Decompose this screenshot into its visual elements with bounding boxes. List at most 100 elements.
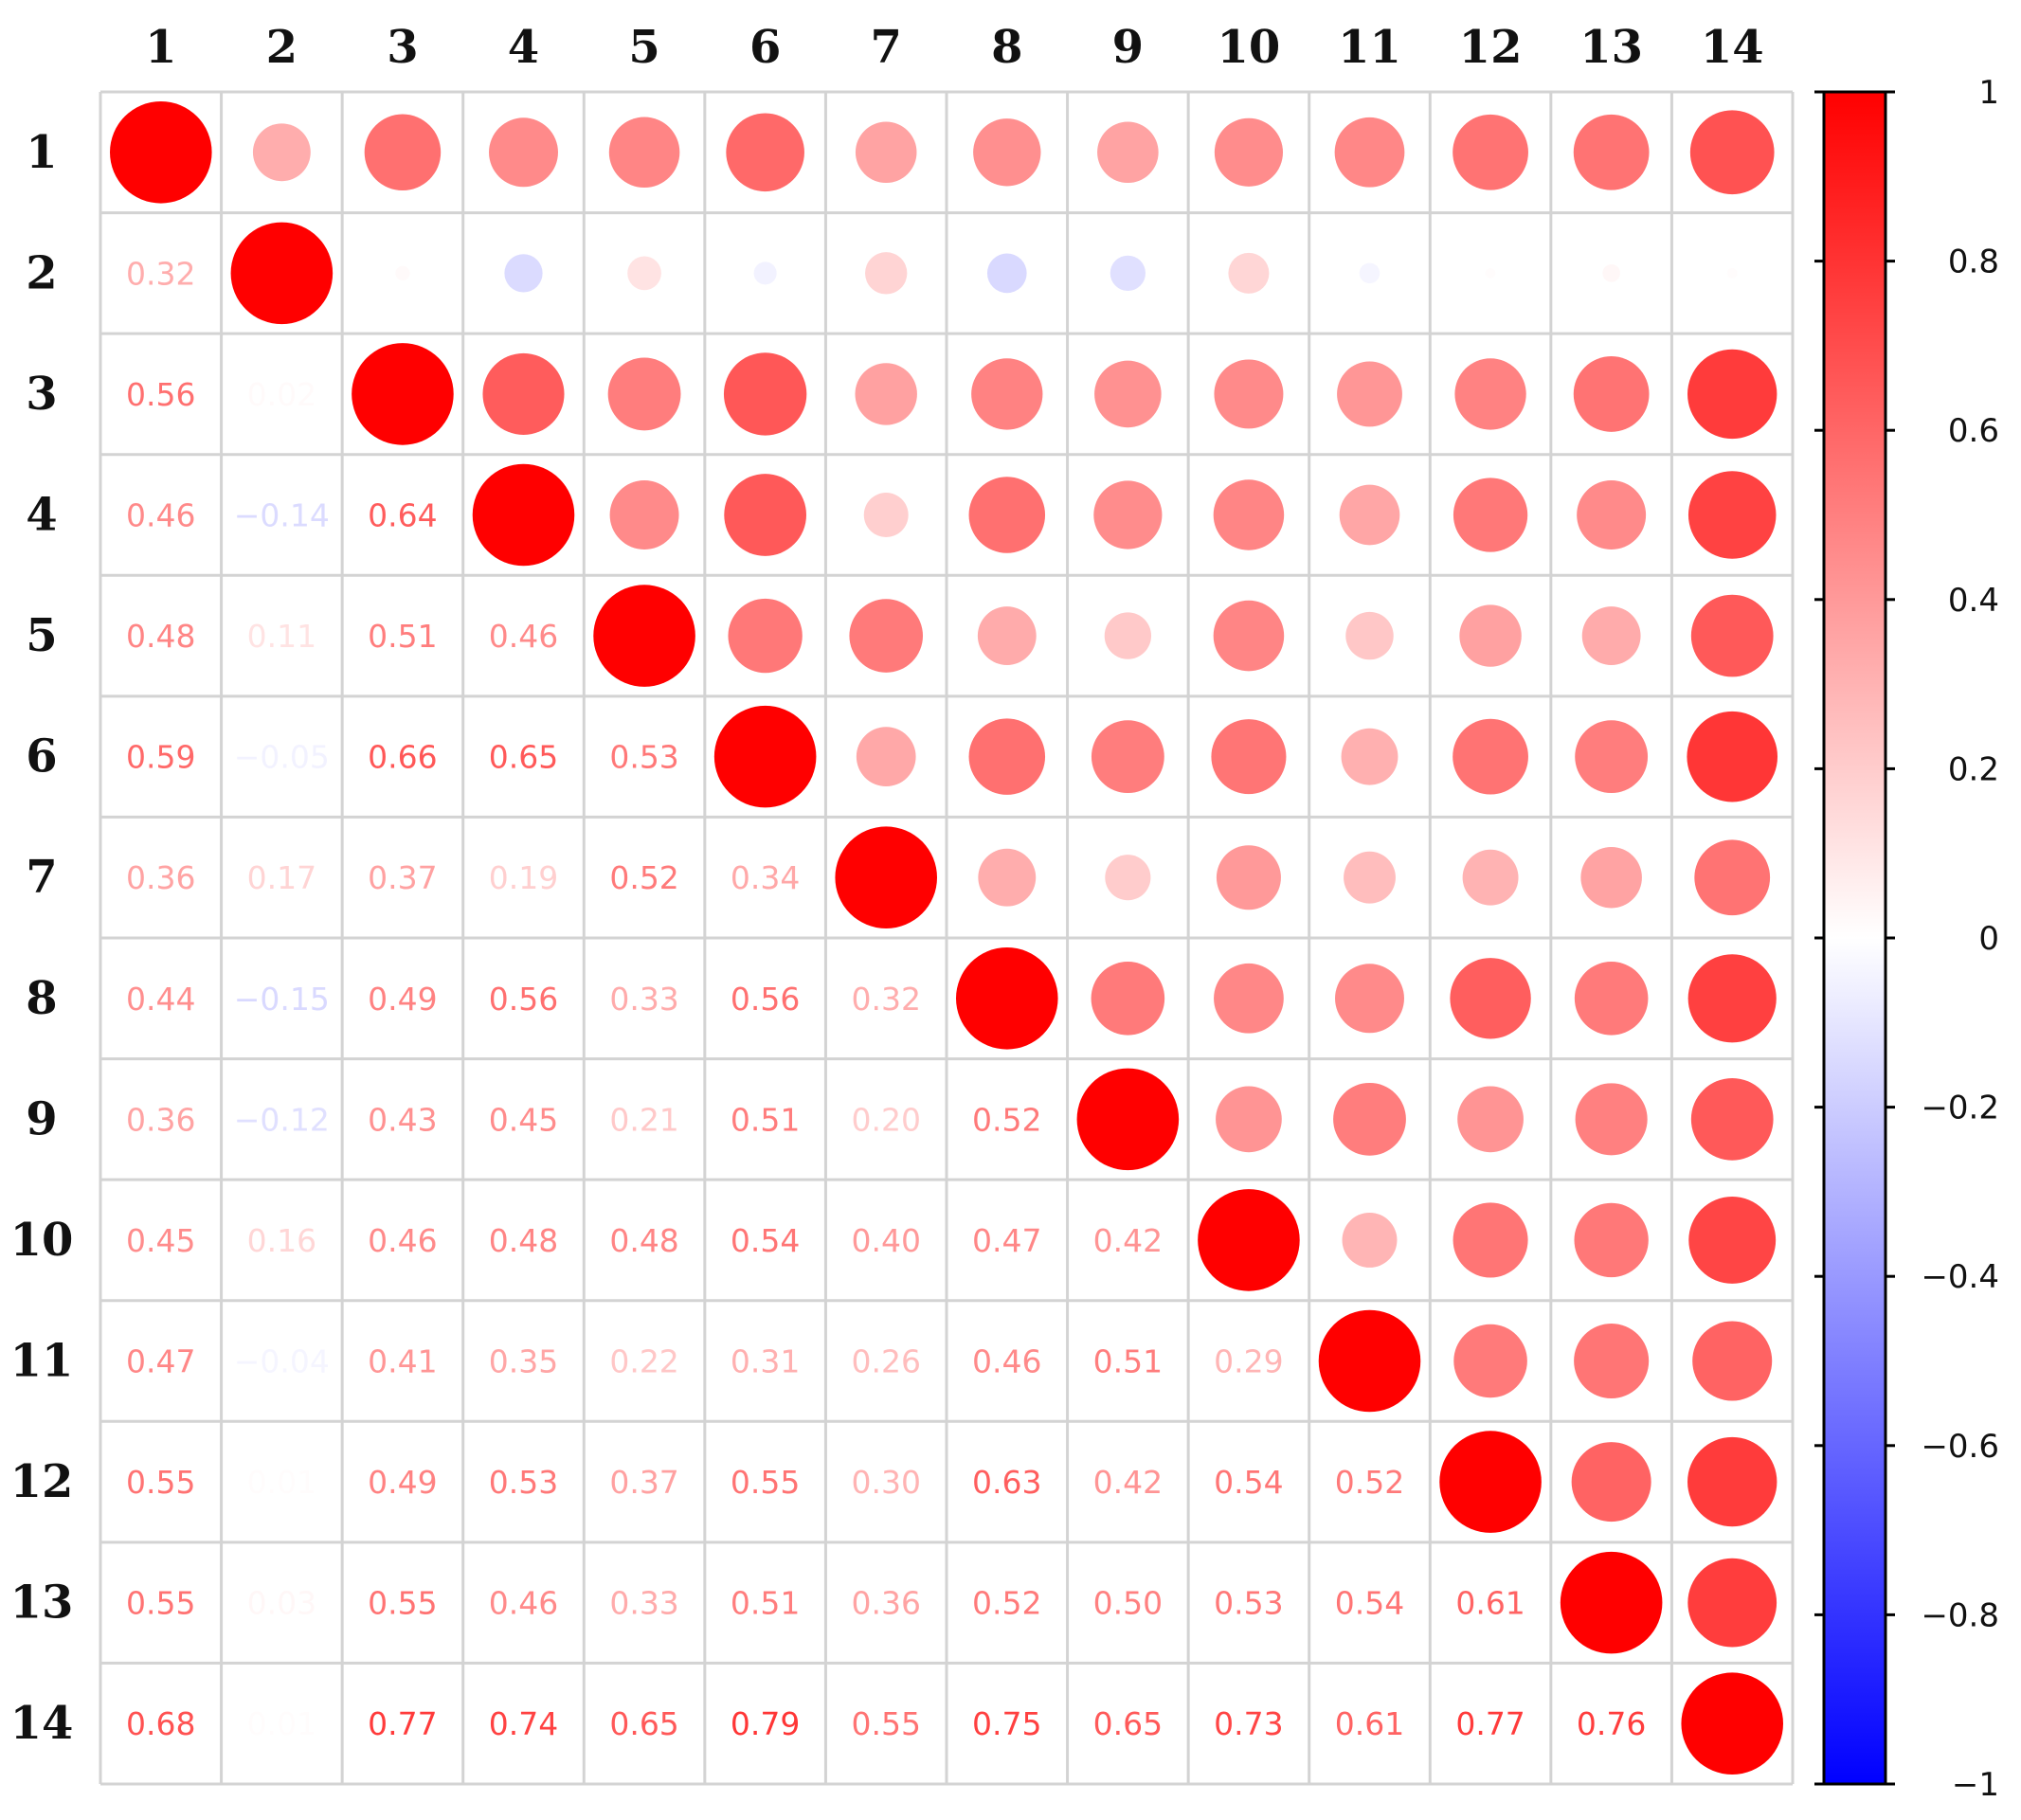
colorbar-tick-label: 0.2 xyxy=(1948,750,1999,788)
correlation-circle xyxy=(977,606,1037,665)
correlation-value: 0.56 xyxy=(126,376,195,413)
correlation-value: 0.76 xyxy=(1577,1705,1646,1742)
correlation-value: 0.52 xyxy=(972,1101,1041,1138)
correlation-value: 0.54 xyxy=(1214,1464,1283,1501)
correlation-circle xyxy=(608,117,680,189)
column-label: 2 xyxy=(266,21,298,74)
correlation-circle xyxy=(1211,719,1287,795)
correlation-circle xyxy=(1097,121,1159,184)
correlation-value: 0.75 xyxy=(972,1705,1041,1742)
correlation-value: −0.14 xyxy=(234,497,330,534)
correlation-circle xyxy=(1076,1068,1180,1171)
correlation-circle xyxy=(1091,962,1165,1036)
correlation-circle xyxy=(489,117,558,188)
correlation-circle xyxy=(1104,612,1152,659)
correlation-value: −0.15 xyxy=(234,981,330,1018)
correlation-circle xyxy=(1214,117,1284,187)
correlation-circle xyxy=(1687,1558,1777,1648)
correlation-circle xyxy=(1214,963,1284,1034)
correlation-circle xyxy=(1359,262,1380,284)
correlation-circle xyxy=(1687,471,1777,559)
row-label: 3 xyxy=(26,368,57,421)
correlation-circle xyxy=(1344,851,1396,904)
column-label: 6 xyxy=(749,21,781,74)
colorbar-tick-label: 1 xyxy=(1978,74,1999,112)
column-label: 13 xyxy=(1579,21,1643,74)
correlation-value: 0.77 xyxy=(368,1705,437,1742)
correlation-circle xyxy=(973,118,1041,187)
correlation-value: 0.65 xyxy=(609,1705,678,1742)
correlation-circle xyxy=(1450,958,1531,1039)
correlation-value: 0.35 xyxy=(489,1343,558,1380)
correlation-value: 0.16 xyxy=(247,1222,316,1259)
correlation-value: 0.32 xyxy=(126,255,195,292)
correlation-value: 0.40 xyxy=(851,1222,920,1259)
correlation-circle xyxy=(1602,264,1620,282)
correlation-value: 0.46 xyxy=(126,497,195,534)
correlation-value: 0.68 xyxy=(126,1705,195,1742)
correlation-value: 0.47 xyxy=(972,1222,1041,1259)
correlation-circle xyxy=(1453,478,1528,552)
correlation-circle xyxy=(1574,962,1649,1036)
correlation-circle xyxy=(726,113,804,192)
correlation-circle xyxy=(986,253,1027,294)
correlation-circle xyxy=(968,477,1046,553)
correlation-value: 0.48 xyxy=(609,1222,678,1259)
correlation-value: −0.12 xyxy=(234,1101,330,1138)
correlation-circle xyxy=(1337,361,1402,427)
correlation-value: 0.49 xyxy=(368,981,437,1018)
correlation-circle xyxy=(1688,1196,1777,1284)
correlation-value: 0.42 xyxy=(1093,1222,1163,1259)
column-label: 1 xyxy=(145,21,176,74)
correlation-circle xyxy=(1575,720,1649,794)
correlation-circle xyxy=(723,352,807,436)
colorbar-tick-label: 0.4 xyxy=(1948,582,1999,620)
correlation-circle xyxy=(1485,267,1496,279)
correlation-value: 0.52 xyxy=(609,859,678,896)
correlation-circle xyxy=(1574,1323,1650,1399)
correlation-value: 0.36 xyxy=(851,1585,920,1622)
correlation-value: 0.48 xyxy=(489,1222,558,1259)
correlation-circle xyxy=(1091,720,1164,794)
correlation-value: 0.41 xyxy=(368,1343,437,1380)
correlation-value: 0.30 xyxy=(851,1464,920,1501)
correlation-circle xyxy=(1105,855,1151,901)
matrix-cells: 0.32 0.56 0.02 0.46 −0.14 0.64 0.48 0.11 0.51 0.4… xyxy=(110,101,1783,1775)
correlation-circle xyxy=(1577,480,1647,550)
correlation-value: 0.55 xyxy=(368,1585,437,1622)
correlation-circle xyxy=(753,261,777,285)
correlation-circle xyxy=(1339,484,1400,546)
correlation-circle xyxy=(971,358,1043,430)
correlation-circle xyxy=(835,826,937,928)
correlation-circle xyxy=(855,363,917,425)
row-label: 8 xyxy=(26,972,57,1025)
row-label: 6 xyxy=(26,730,57,784)
correlation-value: 0.02 xyxy=(247,376,316,413)
correlation-value: 0.65 xyxy=(1093,1705,1163,1742)
row-label: 10 xyxy=(10,1214,74,1267)
correlation-circle xyxy=(593,585,695,687)
correlation-value: 0.55 xyxy=(851,1705,920,1742)
correlation-circle xyxy=(607,357,681,431)
correlation-value: 0.53 xyxy=(1214,1585,1283,1622)
correlation-circle xyxy=(1580,846,1642,909)
correlation-value: 0.29 xyxy=(1214,1343,1283,1380)
correlation-circle xyxy=(1574,1202,1649,1278)
correlation-circle xyxy=(1687,954,1777,1043)
correlation-value: 0.51 xyxy=(368,618,437,655)
correlation-circle xyxy=(352,343,454,445)
correlation-circle xyxy=(1694,839,1771,916)
correlation-circle xyxy=(1581,606,1641,665)
row-label: 12 xyxy=(10,1455,74,1508)
correlation-circle xyxy=(1453,718,1528,795)
correlation-value: 0.36 xyxy=(126,859,195,896)
correlation-value: 0.66 xyxy=(368,739,437,776)
row-label: 13 xyxy=(10,1577,74,1630)
correlation-value: 0.36 xyxy=(126,1101,195,1138)
correlation-circle xyxy=(1228,252,1270,294)
correlation-value: 0.56 xyxy=(731,981,800,1018)
correlation-value: 0.03 xyxy=(247,1585,316,1622)
correlation-value: 0.63 xyxy=(972,1464,1041,1501)
row-label: 7 xyxy=(26,851,57,904)
